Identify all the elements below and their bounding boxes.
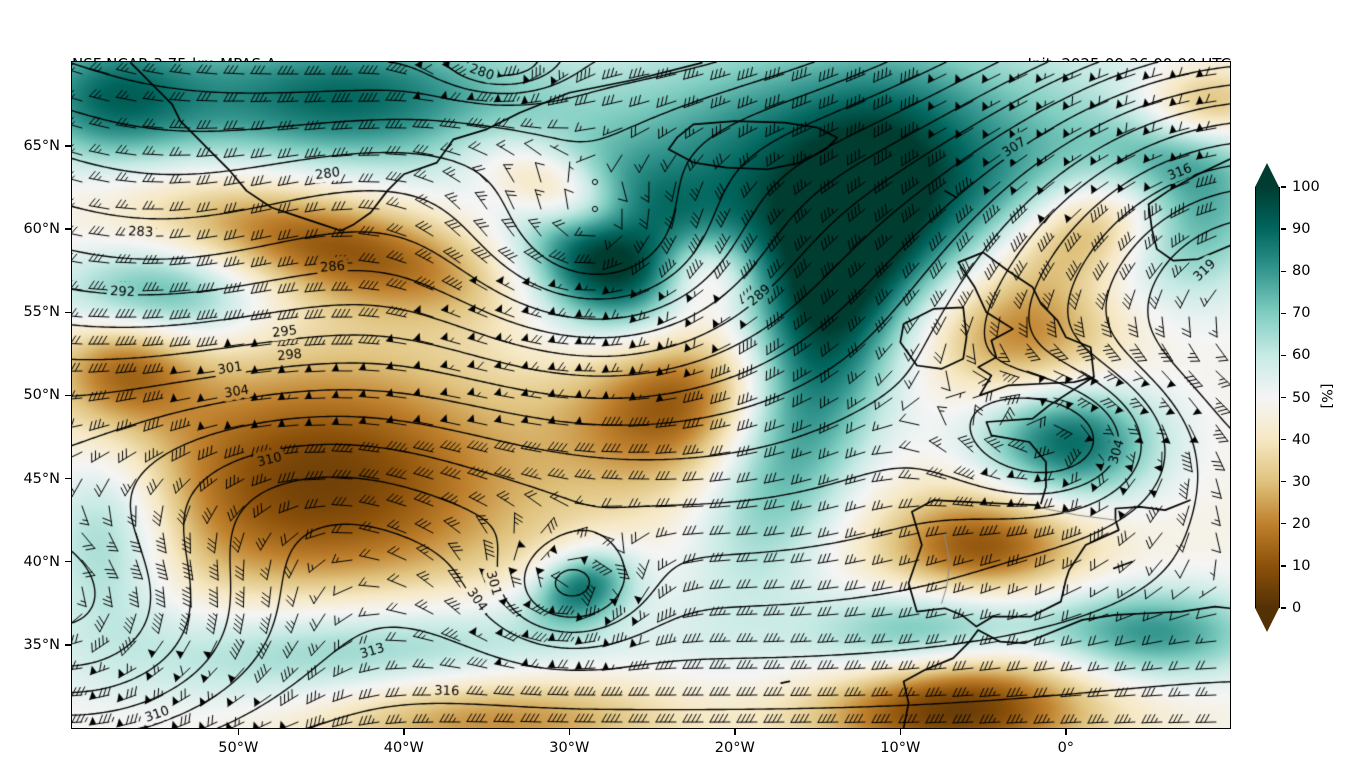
lat-tick-mark <box>65 228 71 230</box>
colorbar-tick-mark <box>1281 186 1286 188</box>
colorbar-extend-max-arrow <box>1255 163 1279 187</box>
lat-tick-mark <box>65 644 71 646</box>
lon-tick-mark <box>899 729 902 735</box>
lon-tick-label: 20°W <box>714 740 755 756</box>
lon-tick-label: 0° <box>1057 740 1075 756</box>
lon-tick-mark <box>734 729 736 735</box>
lat-tick-mark <box>65 394 71 397</box>
lat-tick-label: 65°N <box>23 137 60 154</box>
lat-tick-mark <box>65 561 71 563</box>
colorbar-tick-mark <box>1281 228 1286 230</box>
colorbar-tick-mark <box>1281 565 1286 567</box>
contours-winds-coastlines-canvas <box>72 62 1230 728</box>
colorbar-tick-mark <box>1281 607 1286 609</box>
colorbar-tick-mark <box>1281 396 1286 399</box>
colorbar-tick-label: 80 <box>1292 263 1311 280</box>
colorbar-gradient <box>1255 187 1280 608</box>
colorbar-tick-label: 90 <box>1292 221 1311 238</box>
colorbar-tick-label: 50 <box>1292 389 1311 406</box>
colorbar-extend-min-arrow <box>1255 608 1279 632</box>
colorbar-tick-mark <box>1281 481 1286 483</box>
colorbar-tick-mark <box>1281 354 1286 357</box>
lat-tick-label: 60°N <box>23 221 60 238</box>
lat-tick-label: 50°N <box>23 387 60 404</box>
colorbar-tick-label: 0 <box>1292 600 1302 616</box>
colorbar-tick-mark <box>1281 438 1286 441</box>
lon-tick-mark <box>237 729 240 735</box>
colorbar-units-label: [%] <box>1318 383 1334 409</box>
colorbar-tick-mark <box>1281 312 1286 314</box>
lon-tick-mark <box>568 729 571 735</box>
colorbar-tick-label: 10 <box>1292 557 1311 574</box>
lat-tick-mark <box>65 311 71 313</box>
lat-tick-label: 40°N <box>23 553 60 570</box>
colorbar-tick-label: 60 <box>1292 347 1311 364</box>
lat-tick-label: 55°N <box>23 304 60 321</box>
lat-tick-label: 35°N <box>23 636 60 653</box>
colorbar-tick-label: 20 <box>1292 515 1311 532</box>
lon-tick-label: 10°W <box>880 740 921 756</box>
lon-tick-label: 40°W <box>383 740 424 756</box>
lat-tick-label: 45°N <box>23 470 60 487</box>
lat-tick-mark <box>65 145 71 147</box>
colorbar-tick-label: 100 <box>1292 179 1320 195</box>
colorbar-tick-label: 30 <box>1292 473 1311 490</box>
lon-tick-mark <box>1065 729 1067 735</box>
lon-tick-label: 30°W <box>549 740 590 756</box>
lon-tick-mark <box>403 729 405 735</box>
lat-tick-mark <box>65 477 71 480</box>
colorbar-tick-mark <box>1281 523 1286 525</box>
map-axes <box>71 61 1231 729</box>
lon-tick-label: 50°W <box>218 740 259 756</box>
colorbar-tick-label: 40 <box>1292 431 1311 448</box>
colorbar-tick-mark <box>1281 270 1286 272</box>
colorbar-tick-label: 70 <box>1292 305 1311 322</box>
